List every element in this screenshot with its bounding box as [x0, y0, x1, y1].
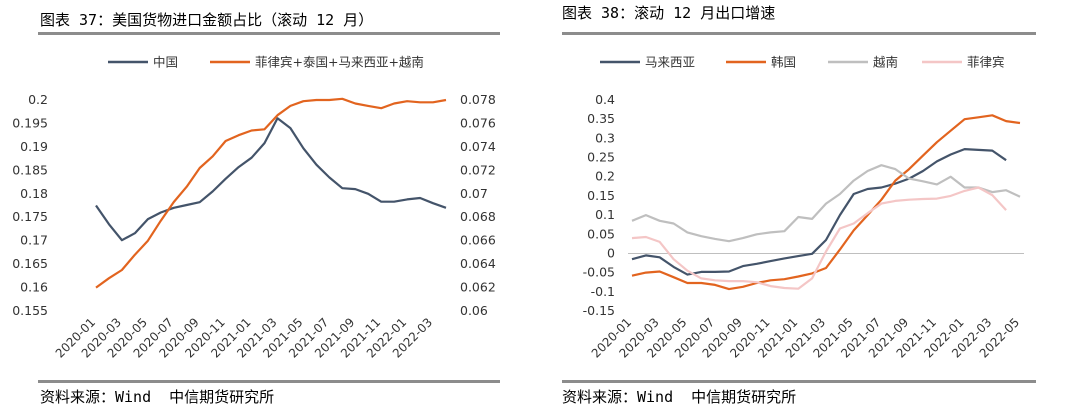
legend-label: 韩国 [771, 55, 796, 70]
y-right-tick-label: 0.06 [460, 303, 488, 318]
y-tick-label: 0.35 [587, 111, 615, 126]
bottom-rule [38, 380, 500, 383]
chart-export-growth-svg: -0.15 -0.1 -0.05 0 0.05 0.1 0.15 0.2 0.25 0.3 0.35… [583, 55, 1024, 361]
y-tick-label: -0.15 [583, 303, 615, 318]
y-tick-label: 0.1 [595, 207, 615, 222]
y-right-tick-label: 0.062 [460, 280, 496, 295]
y-tick-label: 0.4 [595, 92, 615, 107]
y-tick-label: 0.2 [595, 169, 615, 184]
y-left-tick-label: 0.195 [12, 115, 48, 130]
chart-panel-export-growth: 图表 38：滚动 12 月出口增速 -0.15 -0.1 -0.05 0 0.05 0.1… [540, 0, 1080, 410]
y-left-tick-label: 0.155 [12, 303, 48, 318]
series-line-菲律宾+泰国+马来西亚+越南 [95, 97, 447, 289]
legend-label: 菲律宾 [967, 55, 1005, 70]
chart-panel-imports-share: 图表 37：美国货物进口金额占比（滚动 12 月） 0.155 0.16 0.165… [12, 11, 500, 406]
legend-label: 菲律宾+泰国+马来西亚+越南 [255, 55, 424, 70]
y-tick-label: 0 [607, 245, 615, 260]
y-right-tick-label: 0.068 [460, 209, 496, 224]
y-right-tick-label: 0.07 [460, 186, 488, 201]
y-tick-label: -0.1 [591, 284, 615, 299]
y-right-tick-label: 0.064 [460, 256, 496, 271]
y-tick-label: 0.05 [587, 226, 615, 241]
y-tick-label: -0.05 [583, 265, 615, 280]
y-left-tick-label: 0.17 [20, 233, 48, 248]
y-right-tick-label: 0.078 [460, 92, 496, 107]
chart-title: 图表 37：美国货物进口金额占比（滚动 12 月） [40, 11, 374, 29]
y-tick-label: 0.25 [587, 150, 615, 165]
top-rule [562, 32, 1036, 35]
series-line-越南 [631, 164, 1021, 243]
y-left-tick-label: 0.16 [20, 280, 48, 295]
y-tick-label: 0.3 [595, 130, 615, 145]
source-note: 资料来源：Wind 中信期货研究所 [40, 388, 275, 406]
y-right-tick-label: 0.072 [460, 162, 496, 177]
y-tick-label: 0.15 [587, 188, 615, 203]
y-left-tick-label: 0.2 [28, 92, 48, 107]
legend-label: 马来西亚 [645, 55, 695, 70]
y-left-tick-label: 0.19 [20, 139, 48, 154]
legend-label: 越南 [873, 55, 898, 70]
y-left-tick-label: 0.165 [12, 256, 48, 271]
y-right-tick-label: 0.076 [460, 115, 496, 130]
chart-imports-share-svg: 0.155 0.16 0.165 0.17 0.175 0.18 0.185 0.19 0.19… [12, 55, 496, 361]
bottom-rule [562, 380, 1036, 383]
y-right-tick-label: 0.074 [460, 139, 496, 154]
series-line-菲律宾 [631, 186, 1007, 290]
top-rule [38, 32, 500, 35]
series-line-中国 [95, 117, 447, 242]
y-right-tick-label: 0.066 [460, 233, 496, 248]
chart-title: 图表 38：滚动 12 月出口增速 [562, 4, 776, 22]
series-line-马来西亚 [631, 148, 1007, 276]
y-left-tick-label: 0.18 [20, 186, 48, 201]
y-left-tick-label: 0.175 [12, 209, 48, 224]
y-left-tick-label: 0.185 [12, 162, 48, 177]
series-line-韩国 [631, 114, 1021, 291]
source-note: 资料来源：Wind 中信期货研究所 [562, 388, 797, 406]
legend-label: 中国 [153, 55, 178, 70]
